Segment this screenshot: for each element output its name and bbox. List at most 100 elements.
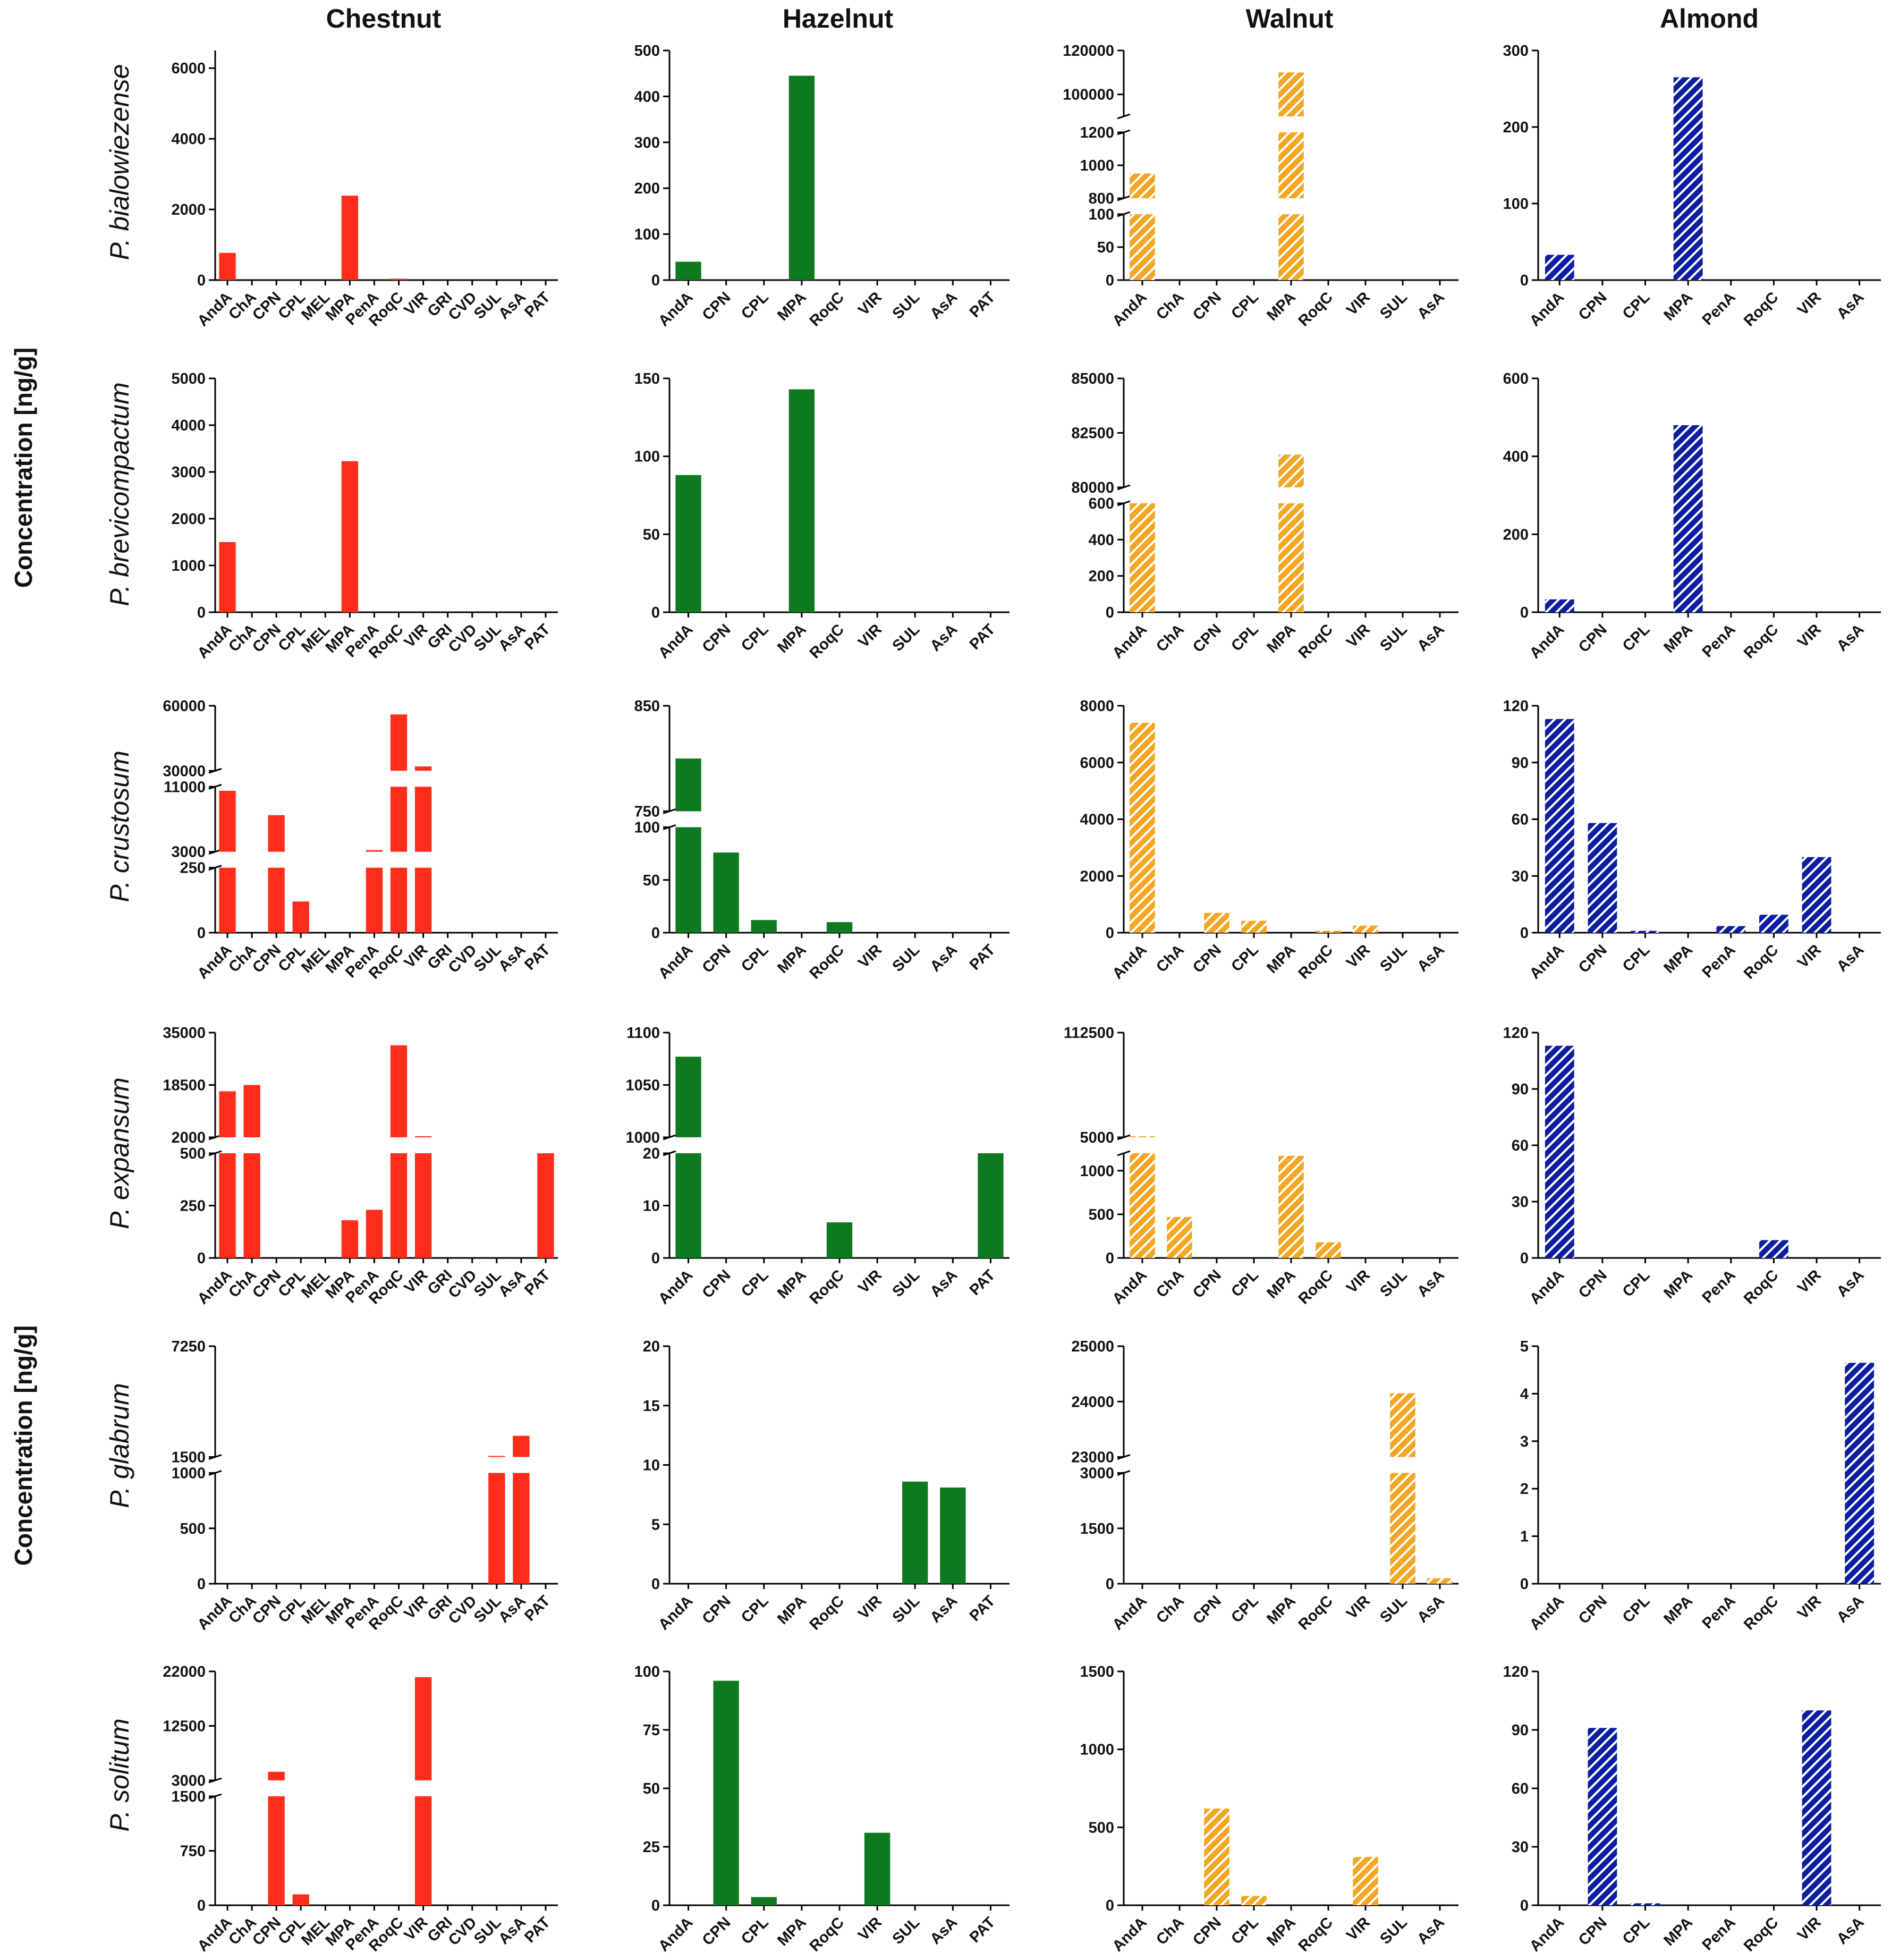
- bar-segment: [675, 475, 701, 612]
- y-tick-label: 25000: [1071, 1338, 1114, 1355]
- x-tick-label-cpn: CPN: [699, 289, 734, 324]
- column-title-chestnut: Chestnut: [326, 4, 442, 33]
- bar-segment: [1241, 1896, 1267, 1905]
- x-tick-label-cpl: CPL: [1619, 289, 1653, 323]
- x-tick-label-mpa: MPA: [774, 941, 810, 977]
- x-tick-label-cpn: CPN: [1190, 1914, 1225, 1949]
- x-tick-label-roqc: RoqC: [1295, 1914, 1336, 1955]
- x-tick-label-anda: AndA: [655, 1592, 696, 1633]
- bar-cha: [243, 1085, 260, 1258]
- axis-break-mark: [1117, 211, 1131, 217]
- x-tick-label-asa: AsA: [927, 621, 961, 655]
- x-tick-label-asa: AsA: [1414, 1914, 1448, 1948]
- x-tick-label-asa: AsA: [1834, 1592, 1868, 1626]
- bar-segment: [1759, 915, 1788, 933]
- bar-segment: [1130, 173, 1155, 198]
- x-tick-label-mpa: MPA: [1660, 1266, 1696, 1302]
- y-tick-label: 4000: [1080, 812, 1114, 829]
- bar-segment: [292, 901, 309, 933]
- row-label-expansum: P. expansum: [105, 1077, 134, 1229]
- x-tick-label-anda: AndA: [1526, 941, 1567, 982]
- bar-segment: [268, 867, 285, 933]
- x-tick-label-anda: AndA: [1109, 1266, 1150, 1307]
- x-tick-label-vir: VIR: [1343, 621, 1373, 651]
- y-tick-label: 3: [1520, 1433, 1529, 1450]
- x-tick-label-asa: AsA: [1414, 289, 1448, 323]
- bar-segment: [366, 1210, 383, 1258]
- bar-roqc: [390, 278, 408, 280]
- y-tick-label: 12500: [163, 1718, 206, 1735]
- y-tick-label: 0: [1106, 272, 1114, 289]
- x-tick-label-pena: PenA: [1699, 289, 1739, 328]
- bar-cpn: [1588, 823, 1617, 933]
- x-tick-label-mpa: MPA: [1660, 289, 1696, 324]
- x-tick-label-sul: SUL: [1377, 1592, 1411, 1626]
- x-tick-label-pat: PAT: [966, 1266, 999, 1299]
- bar-segment: [341, 461, 359, 612]
- y-tick-label: 0: [1520, 1576, 1529, 1593]
- x-tick-label-pat: PAT: [966, 289, 999, 321]
- y-tick-label: 23000: [1071, 1449, 1114, 1466]
- axis-break-mark: [1117, 1470, 1131, 1476]
- x-tick-label-cpl: CPL: [1228, 1266, 1262, 1300]
- y-tick-label: 11000: [164, 779, 206, 796]
- y-tick-label: 30: [1512, 1839, 1529, 1856]
- x-tick-label-roqc: RoqC: [1741, 1266, 1782, 1307]
- y-tick-label: 4000: [171, 417, 206, 434]
- y-tick-label: 5: [1520, 1338, 1529, 1355]
- y-tick-label: 1: [1520, 1528, 1529, 1545]
- bar-segment: [390, 714, 408, 771]
- y-tick-label: 500: [634, 43, 660, 60]
- x-tick-label-asa: AsA: [927, 1592, 961, 1626]
- bar-segment: [513, 1435, 530, 1457]
- x-tick-label-cpn: CPN: [699, 1914, 734, 1949]
- bar-cpl: [1631, 931, 1660, 933]
- bar-cpl: [751, 920, 777, 933]
- x-tick-label-mpa: MPA: [1660, 941, 1696, 977]
- bar-segment: [940, 1487, 966, 1584]
- bar-cpn: [268, 1771, 285, 1905]
- y-tick-label: 1500: [1080, 1520, 1114, 1537]
- bar-segment: [1673, 77, 1703, 280]
- x-tick-label-cpl: CPL: [1228, 941, 1262, 975]
- y-tick-label: 2000: [171, 1129, 206, 1146]
- x-tick-label-anda: AndA: [1109, 289, 1150, 330]
- charts: 0200040006000AndAChACPNCPLMELMPAPenARoqC…: [163, 43, 1881, 1955]
- y-tick-label: 1500: [1080, 1663, 1114, 1680]
- y-tick-label: 100000: [1063, 87, 1114, 104]
- bar-segment: [978, 1153, 1004, 1258]
- y-tick-label: 100: [634, 449, 660, 466]
- x-tick-label-cpn: CPN: [1190, 1592, 1225, 1627]
- bar-segment: [902, 1481, 928, 1584]
- x-tick-label-cpn: CPN: [1575, 1914, 1610, 1949]
- x-tick-label-vir: VIR: [401, 289, 431, 319]
- x-tick-label-roqc: RoqC: [807, 621, 847, 662]
- bar-vir: [414, 1136, 432, 1258]
- bar-cpl: [1631, 1903, 1660, 1905]
- x-tick-label-vir: VIR: [855, 1266, 885, 1297]
- bar-segment: [864, 1832, 890, 1905]
- bar-cpn: [713, 1680, 739, 1905]
- bar-anda: [675, 261, 701, 280]
- x-tick-label-pat: PAT: [521, 1914, 554, 1946]
- bar-segment: [1278, 503, 1304, 612]
- x-tick-label-cpl: CPL: [1619, 1914, 1653, 1948]
- bar-segment: [1278, 1155, 1304, 1258]
- bar-segment: [1631, 1903, 1660, 1905]
- y-tick-label: 10: [643, 1198, 660, 1215]
- x-tick-label-cha: ChA: [1153, 289, 1188, 323]
- bar-segment: [268, 1796, 285, 1905]
- y-tick-label: 3000: [171, 1772, 206, 1789]
- x-tick-label-pat: PAT: [966, 621, 999, 653]
- x-tick-label-anda: AndA: [1109, 621, 1150, 662]
- bar-segment: [219, 542, 236, 612]
- y-tick-label: 2000: [1080, 868, 1114, 885]
- bar-segment: [537, 1153, 554, 1258]
- x-tick-label-roqc: RoqC: [807, 1914, 847, 1955]
- x-tick-label-pat: PAT: [521, 1266, 554, 1299]
